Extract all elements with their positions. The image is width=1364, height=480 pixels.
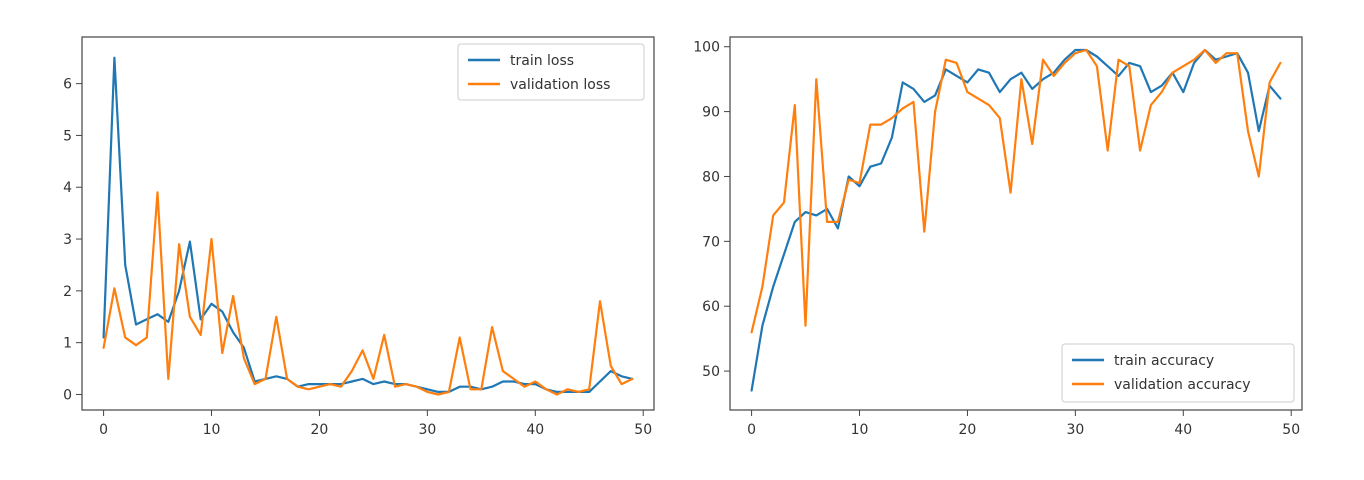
- loss-x-tick-label: 40: [526, 422, 544, 438]
- accuracy-y-tick-label: 50: [702, 364, 720, 380]
- loss-y-tick-label: 4: [63, 180, 72, 196]
- accuracy-y-tick-label: 80: [702, 169, 720, 185]
- accuracy-x-tick-label: 50: [1282, 422, 1300, 438]
- accuracy-y-tick-label: 60: [702, 299, 720, 315]
- accuracy-y-tick-label: 70: [702, 234, 720, 250]
- accuracy-y-tick-label: 100: [693, 40, 720, 56]
- accuracy-legend-label: train accuracy: [1114, 353, 1214, 369]
- loss-x-tick-label: 0: [99, 422, 108, 438]
- accuracy-x-tick-label: 0: [747, 422, 756, 438]
- accuracy-legend-label: validation accuracy: [1114, 377, 1251, 393]
- loss-legend-label: train loss: [510, 53, 574, 69]
- accuracy-x-tick-label: 20: [959, 422, 977, 438]
- loss-x-tick-label: 30: [418, 422, 436, 438]
- loss-legend: train loss validation loss: [457, 43, 645, 101]
- loss-y-tick-label: 2: [63, 284, 72, 300]
- accuracy-y-tick-label: 90: [702, 105, 720, 121]
- accuracy-legend: train accuracy validation accuracy: [1061, 343, 1295, 403]
- loss-series-validation-loss: [102, 191, 634, 396]
- accuracy-x-tick-label: 30: [1066, 422, 1084, 438]
- loss-y-tick-label: 5: [63, 128, 72, 144]
- accuracy-series-train-accuracy: [750, 48, 1282, 392]
- loss-y-tick-label: 1: [63, 336, 72, 352]
- accuracy-series-validation-accuracy: [750, 48, 1282, 334]
- accuracy-x-tick-label: 10: [851, 422, 869, 438]
- loss-x-tick-label: 20: [311, 422, 329, 438]
- loss-chart: 0 10 20 30 40 50 0 1 2 3 4 5 6 train loss validation l…: [63, 36, 655, 438]
- loss-legend-label: validation loss: [510, 77, 610, 93]
- loss-axes-frame: [81, 36, 655, 411]
- loss-y-tick-label: 0: [63, 387, 72, 403]
- loss-series-train-loss: [102, 56, 634, 393]
- accuracy-legend-box: [1061, 343, 1295, 403]
- accuracy-chart: 0 10 20 30 40 50 50 60 70 80 90 100 train accuracy va…: [693, 36, 1303, 438]
- loss-y-tick-label: 3: [63, 232, 72, 248]
- accuracy-axes-frame: [729, 36, 1303, 411]
- loss-x-tick-label: 10: [203, 422, 221, 438]
- accuracy-x-tick-label: 40: [1174, 422, 1192, 438]
- loss-x-tick-label: 50: [634, 422, 652, 438]
- loss-y-tick-label: 6: [63, 77, 72, 93]
- loss-legend-box: [457, 43, 645, 101]
